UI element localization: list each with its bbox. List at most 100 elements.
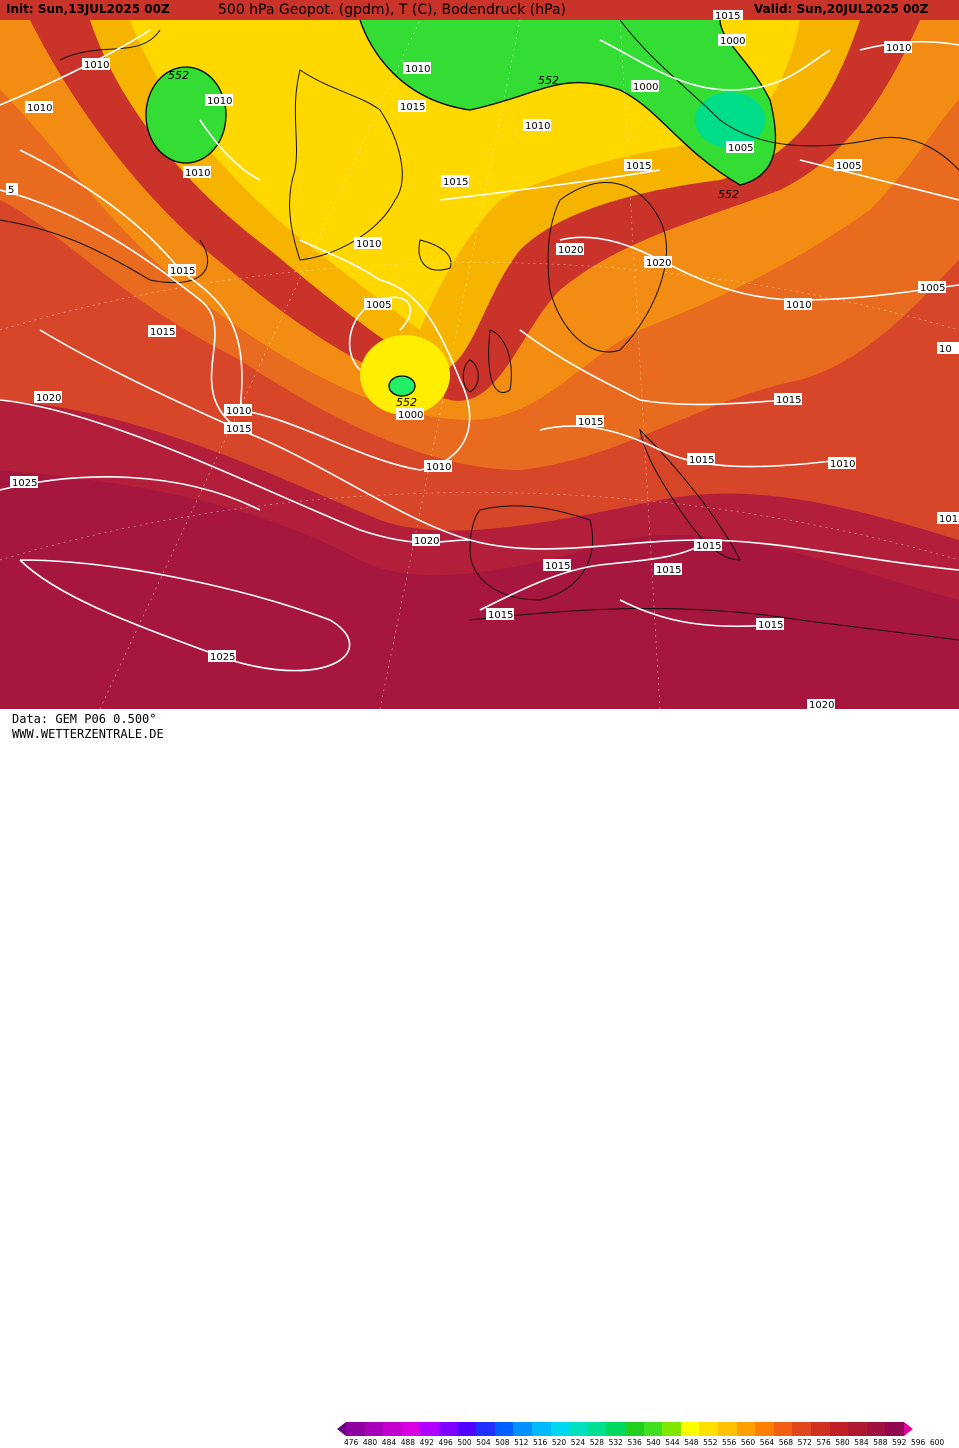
- isobar-label-text: 1005: [836, 161, 861, 172]
- scale-tick-label: 596: [911, 1438, 926, 1447]
- isobar-label: 1020: [556, 243, 584, 256]
- isobar-label: 1015: [486, 608, 514, 621]
- scale-tick-label: 500: [457, 1438, 472, 1447]
- isobar-label-text: 1025: [12, 478, 37, 489]
- scale-swatch: [773, 1422, 793, 1436]
- isobar-label-text: 10: [939, 344, 952, 355]
- isobar-label: 1015: [398, 100, 426, 113]
- isobar-label-text: 1020: [558, 245, 583, 256]
- scale-tick-label: 492: [419, 1438, 434, 1447]
- isobar-label: 1010: [224, 404, 252, 417]
- isobar-label-text: 1010: [405, 64, 430, 75]
- scale-tick-label: 580: [835, 1438, 850, 1447]
- isobar-label: 1025: [208, 650, 236, 663]
- scale-tick-label: 484: [381, 1438, 397, 1447]
- isobar-label-text: 1015: [696, 541, 721, 552]
- scale-swatch: [346, 1422, 366, 1436]
- scale-swatch: [792, 1422, 812, 1436]
- scale-tick-label: 536: [627, 1438, 642, 1447]
- isobar-label: 1010: [784, 298, 812, 311]
- temp-band-orange-red: [0, 200, 959, 540]
- isobar-label: 1005: [918, 281, 946, 294]
- scale-swatch: [718, 1422, 738, 1436]
- scale-swatch: [364, 1422, 384, 1436]
- temp-band-orange: [0, 90, 959, 470]
- isobar-label: 1015: [654, 563, 682, 576]
- temp-band-deep-red: [0, 470, 959, 709]
- website-label: WWW.WETTERZENTRALE.DE: [12, 727, 164, 741]
- isobar-label-text: 1000: [720, 36, 745, 47]
- isobar-label: 1015: [576, 415, 604, 428]
- geopot-552-contours: [145, 19, 777, 397]
- isobar-label: 1015: [543, 559, 571, 572]
- isobar-label-text: 1010: [207, 96, 232, 107]
- scale-tick-label: 516: [533, 1438, 548, 1447]
- isobar-label-text: 1020: [36, 393, 61, 404]
- geopot-green-cutoff: [389, 376, 415, 396]
- isobar-labels: 1010 1010 1010 1010 1015 1015 1015 1015 …: [6, 10, 959, 711]
- isobar-label-text: 1015: [776, 395, 801, 406]
- map-header: Init: Sun,13JUL2025 00Z 500 hPa Geopot. …: [0, 0, 959, 20]
- geopot-teal-core: [695, 92, 765, 148]
- isobar-label-text: 1000: [398, 410, 423, 421]
- scale-tick-label: 556: [722, 1438, 737, 1447]
- scale-tick-label: 584: [854, 1438, 869, 1447]
- isobar-label: 1015: [756, 618, 784, 631]
- isobar-label: 1020: [807, 699, 835, 711]
- scale-tick-label: 512: [514, 1438, 529, 1447]
- isobar-label-text: 1015: [939, 514, 959, 525]
- scale-tick-label: 508: [495, 1438, 510, 1447]
- isobar-label-text: 1010: [886, 43, 911, 54]
- scale-swatch: [513, 1422, 533, 1436]
- isobar-label-text: 1010: [830, 459, 855, 470]
- isobar-label: 1010: [828, 457, 856, 470]
- scale-tick-label: 588: [873, 1438, 888, 1447]
- isobar-label-text: 1015: [689, 455, 714, 466]
- scale-tick-label: 520: [551, 1438, 567, 1447]
- valid-time: Valid: Sun,20JUL2025 00Z: [754, 2, 929, 16]
- isobar-label-text: 1005: [728, 143, 753, 154]
- isobar-label-text: 1005: [366, 300, 391, 311]
- isobar-label: 1015: [148, 325, 176, 338]
- isobar-label-text: 5: [8, 185, 14, 196]
- yellow-cutoff-low: [360, 335, 450, 415]
- isobar-label: 1015: [624, 159, 652, 172]
- scale-tick-label: 524: [570, 1438, 586, 1447]
- scale-swatch: [494, 1422, 514, 1436]
- isobar-label: 1010: [25, 101, 53, 114]
- scale-tick-label: 480: [362, 1438, 378, 1447]
- scale-tick-label: 564: [759, 1438, 775, 1447]
- isobar-label: 1015: [441, 175, 469, 188]
- isobar-label-text: 1015: [626, 161, 651, 172]
- isobar-label-text: 1010: [525, 121, 550, 132]
- scale-swatch: [383, 1422, 403, 1436]
- isobar-label: 1010: [82, 58, 110, 71]
- scale-arrow-left: [337, 1422, 346, 1436]
- scale-swatch: [848, 1422, 868, 1436]
- isobar-label-text: 1015: [226, 424, 251, 435]
- isobar-label-text: 1010: [226, 406, 251, 417]
- isobar-label-text: 1000: [633, 82, 658, 93]
- scale-tick-label: 592: [892, 1438, 907, 1447]
- isobar-label-text: 1010: [786, 300, 811, 311]
- scale-swatch: [736, 1422, 756, 1436]
- scale-tick-label: 600: [929, 1438, 945, 1447]
- isobar-label-text: 1010: [426, 462, 451, 473]
- scale-swatch: [532, 1422, 552, 1436]
- scale-swatch: [420, 1422, 440, 1436]
- isobar-label-text: 1015: [545, 561, 570, 572]
- scale-tick-label: 504: [476, 1438, 491, 1447]
- isobar-label: 1015: [168, 264, 196, 277]
- isobar-label-text: 1010: [27, 103, 52, 114]
- geopot-label: 552: [538, 74, 559, 87]
- geopot-green-west: [146, 67, 226, 163]
- isobar-label: 1005: [364, 298, 392, 311]
- geopot-label: 552: [168, 69, 189, 82]
- isobar-label: 1010: [205, 94, 233, 107]
- isobar-label-text: 1005: [920, 283, 945, 294]
- scale-swatch: [811, 1422, 831, 1436]
- color-scale: [337, 1422, 957, 1436]
- scale-swatch: [476, 1422, 496, 1436]
- data-source: Data: GEM P06 0.500°: [12, 712, 157, 726]
- scale-swatch: [625, 1422, 645, 1436]
